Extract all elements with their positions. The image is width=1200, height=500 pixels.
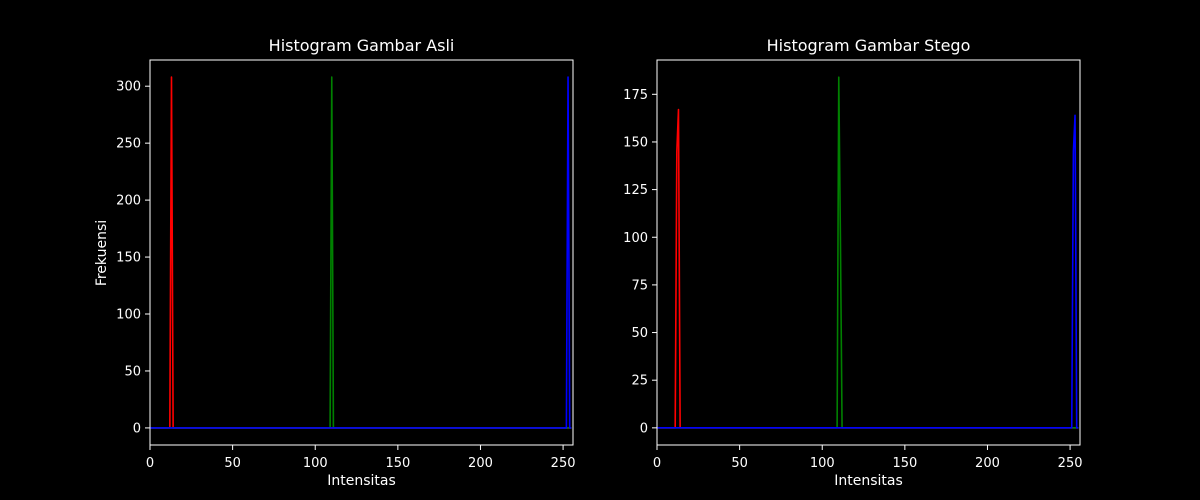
- y-tick-label: 100: [116, 308, 141, 323]
- y-tick-label: 100: [623, 231, 648, 246]
- x-tick-label: 50: [731, 456, 748, 471]
- x-tick-label: 200: [975, 456, 1000, 471]
- y-tick-label: 50: [631, 326, 648, 341]
- chart-title: Histogram Gambar Stego: [767, 36, 971, 55]
- x-tick-label: 150: [892, 456, 917, 471]
- y-tick-label: 50: [124, 364, 141, 379]
- y-tick-label: 150: [116, 251, 141, 266]
- x-tick-label: 200: [468, 456, 493, 471]
- y-tick-label: 150: [623, 135, 648, 150]
- x-tick-label: 100: [810, 456, 835, 471]
- x-tick-label: 50: [224, 456, 241, 471]
- x-tick-label: 0: [653, 456, 661, 471]
- y-tick-label: 300: [116, 80, 141, 95]
- series-line: [657, 108, 1079, 429]
- plot-frame: [656, 59, 1081, 446]
- chart-title: Histogram Gambar Asli: [269, 36, 455, 55]
- x-tick-label: 250: [551, 456, 576, 471]
- y-tick-label: 0: [640, 421, 648, 436]
- series-line: [150, 76, 572, 429]
- x-tick-label: 150: [385, 456, 410, 471]
- y-tick-label: 250: [116, 137, 141, 152]
- y-tick-label: 75: [631, 278, 648, 293]
- x-tick-label: 0: [146, 456, 154, 471]
- series-line: [150, 76, 572, 429]
- series-line: [150, 76, 572, 429]
- series-line: [657, 114, 1079, 429]
- y-tick-label: 0: [133, 421, 141, 436]
- y-tick-label: 25: [631, 374, 648, 389]
- x-tick-label: 100: [303, 456, 328, 471]
- y-tick-label: 175: [623, 88, 648, 103]
- histogram-stego-panel: Histogram Gambar Stego Intensitas 0 50 100…: [623, 36, 1082, 489]
- series-group: [657, 76, 1079, 429]
- x-tick-label: 250: [1058, 456, 1083, 471]
- x-axis-label: Intensitas: [834, 473, 903, 489]
- x-axis-label: Intensitas: [327, 473, 396, 489]
- series-line: [657, 76, 1079, 429]
- series-group: [150, 76, 572, 429]
- y-axis-label: Frekuensi: [94, 220, 110, 286]
- y-tick-label: 200: [116, 194, 141, 209]
- histogram-original-panel: Histogram Gambar Asli Intensitas Frekuen…: [94, 36, 576, 489]
- y-tick-label: 125: [623, 183, 648, 198]
- plot-frame: [149, 59, 574, 446]
